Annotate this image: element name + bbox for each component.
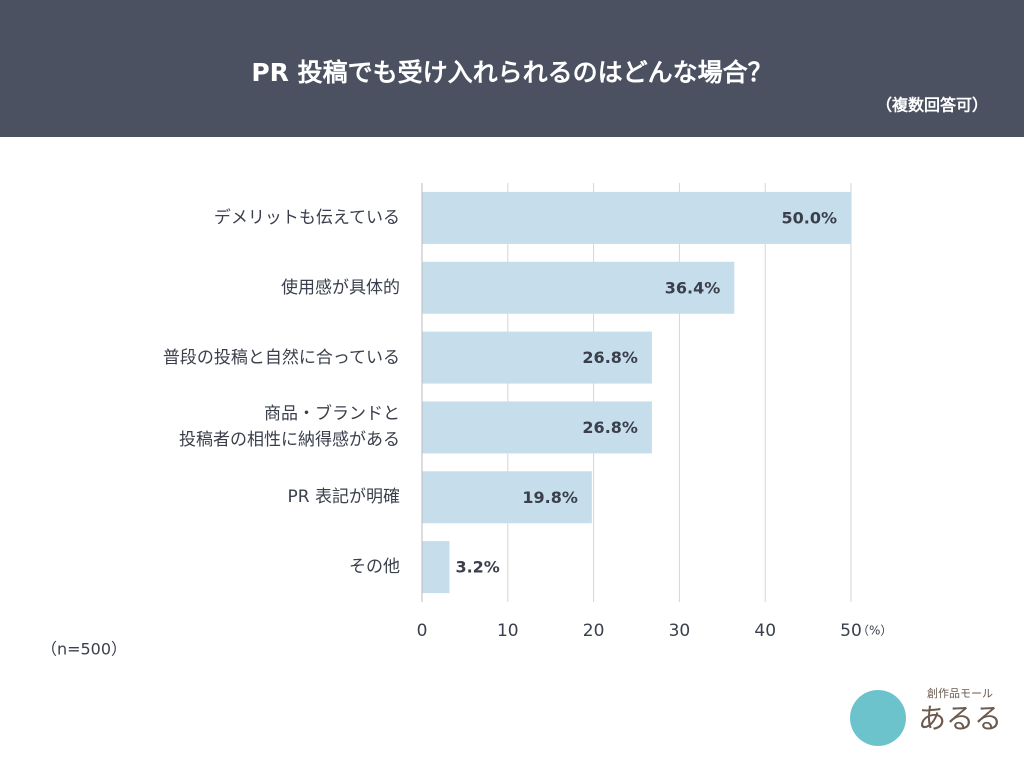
x-tick-label: 30	[669, 621, 691, 641]
x-tick-label: 50	[840, 621, 862, 641]
logo-caption: 創作品モール	[927, 686, 993, 700]
category-label: 商品・ブランドと 投稿者の相性に納得感がある	[179, 404, 400, 451]
bar	[422, 331, 652, 384]
x-tick-label: 0	[417, 621, 428, 641]
logo-mark	[850, 690, 906, 746]
value-label: 26.8%	[582, 348, 638, 367]
note: （n=500）	[41, 640, 127, 659]
x-unit: （%）	[857, 624, 892, 638]
category-label: デメリットも伝えている	[213, 207, 400, 228]
value-label: 26.8%	[582, 418, 638, 437]
chart-title: PR 投稿でも受け入れられるのはどんな場合？	[251, 58, 772, 87]
value-label: 36.4%	[665, 278, 721, 297]
x-tick-label: 20	[583, 621, 605, 641]
logo-text: あるる	[918, 702, 1002, 735]
value-label: 3.2%	[455, 558, 499, 577]
x-tick-label: 40	[754, 621, 776, 641]
bar	[422, 191, 851, 244]
bar	[422, 401, 652, 454]
chart-subtitle: （複数回答可）	[876, 96, 988, 115]
category-label: 普段の投稿と自然に合っている	[162, 347, 400, 368]
bar	[422, 471, 592, 524]
bar	[422, 541, 450, 594]
x-tick-label: 10	[497, 621, 519, 641]
category-label: PR 表記が明確	[287, 487, 400, 508]
category-label: その他	[349, 557, 400, 578]
bar	[422, 261, 735, 314]
category-label: 使用感が具体的	[281, 277, 400, 298]
value-label: 50.0%	[781, 208, 837, 227]
value-label: 19.8%	[522, 488, 578, 507]
header-band	[0, 0, 1024, 137]
